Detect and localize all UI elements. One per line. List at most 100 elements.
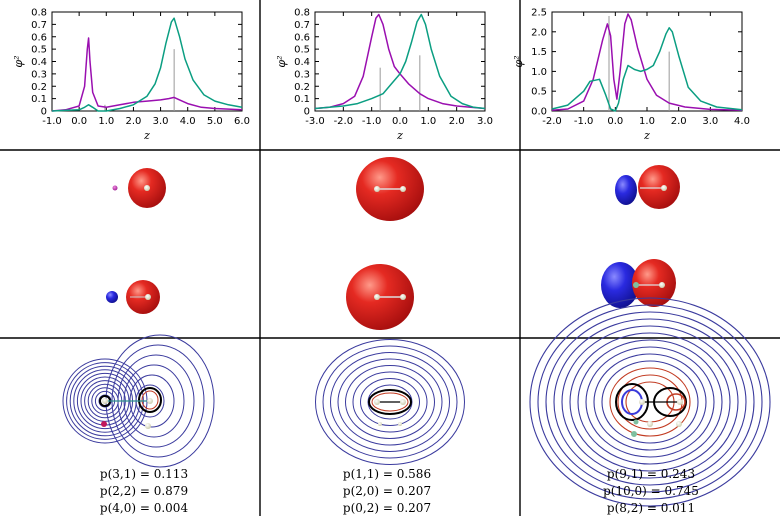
x-tick-label: 1.0 bbox=[420, 116, 436, 127]
contour-plot-3 bbox=[529, 297, 771, 507]
x-tick-label: 3.0 bbox=[153, 116, 169, 127]
y-axis-label: φ² bbox=[275, 55, 288, 67]
isosurface-top bbox=[112, 168, 166, 208]
y-tick-label: 0.8 bbox=[294, 8, 310, 19]
y-tick-label: 0.5 bbox=[531, 87, 547, 98]
contour-line bbox=[585, 346, 715, 458]
series-line-purple bbox=[51, 37, 243, 112]
x-tick-label: 3.0 bbox=[477, 116, 493, 127]
contour-line bbox=[345, 365, 435, 439]
x-tick-label: 0.0 bbox=[71, 116, 87, 127]
caption-line: p(4,0) = 0.004 bbox=[100, 501, 189, 515]
chart-panel-3: -2.0 -1.0 0.0 1.0 2.0 3.0 4.0 0.0 0.5 1.0 1.5 2.0 2.… bbox=[512, 8, 750, 143]
contour-line bbox=[138, 387, 162, 413]
x-tick-label: 0.0 bbox=[392, 116, 408, 127]
contour-line bbox=[593, 353, 707, 451]
caption-line: p(1,1) = 0.586 bbox=[343, 467, 431, 481]
x-tick-label: 2.0 bbox=[125, 116, 141, 127]
series-line-purple bbox=[551, 13, 743, 111]
x-tick-label: -3.0 bbox=[305, 116, 325, 127]
atom bbox=[378, 422, 382, 426]
contour-plot-2 bbox=[315, 339, 465, 465]
x-tick-label: 4.0 bbox=[734, 116, 750, 127]
y-axis-label: φ² bbox=[512, 55, 525, 67]
caption-line: p(0,2) = 0.207 bbox=[343, 501, 431, 515]
contour-line bbox=[371, 392, 409, 412]
isosurface-top bbox=[356, 157, 424, 221]
caption-line: p(2,2) = 0.879 bbox=[100, 484, 188, 498]
isosurface-panel-1 bbox=[106, 168, 166, 314]
x-tick-label: 1.0 bbox=[639, 116, 655, 127]
y-tick-label: 0.5 bbox=[294, 45, 310, 56]
y-axis-label: φ² bbox=[12, 55, 25, 67]
x-tick-label: -2.0 bbox=[542, 116, 562, 127]
atom bbox=[145, 423, 151, 429]
contour-line bbox=[561, 325, 739, 479]
contour-line bbox=[577, 339, 723, 465]
contour-line bbox=[529, 297, 771, 507]
y-tick-label: 2.5 bbox=[531, 8, 547, 19]
x-tick-label: -1.0 bbox=[42, 116, 62, 127]
atom bbox=[101, 421, 107, 427]
caption-line: p(3,1) = 0.113 bbox=[100, 467, 188, 481]
y-tick-label: 0.6 bbox=[31, 32, 47, 43]
y-tick-label: 0.1 bbox=[31, 94, 47, 105]
atom bbox=[647, 421, 653, 427]
series-line-green bbox=[314, 13, 486, 110]
contour-line bbox=[360, 378, 420, 426]
isosurface-panel-3 bbox=[601, 165, 680, 308]
y-tick-label: 0.2 bbox=[294, 82, 310, 93]
contour-line bbox=[368, 389, 412, 415]
y-tick-label: 0.5 bbox=[31, 45, 47, 56]
isosurface-bottom bbox=[601, 259, 676, 308]
contour-line bbox=[352, 371, 428, 433]
contour-plot-1 bbox=[62, 334, 215, 468]
x-tick-label: 4.0 bbox=[180, 116, 196, 127]
atom bbox=[102, 398, 108, 404]
contour-line bbox=[330, 352, 450, 452]
contour-line bbox=[569, 332, 731, 472]
x-tick-label: 2.0 bbox=[449, 116, 465, 127]
x-tick-label: -1.0 bbox=[574, 116, 594, 127]
x-tick-label: -2.0 bbox=[334, 116, 354, 127]
contour-line bbox=[545, 311, 755, 493]
y-tick-label: 0.2 bbox=[31, 82, 47, 93]
x-axis-label: z bbox=[143, 129, 150, 142]
y-tick-label: 0 bbox=[41, 107, 47, 118]
caption-line: p(9,1) = 0.243 bbox=[607, 467, 695, 481]
x-tick-label: 5.0 bbox=[207, 116, 223, 127]
caption-group-1: p(3,1) = 0.113 p(2,2) = 0.879 p(4,0) = 0… bbox=[100, 467, 189, 515]
y-tick-label: 0.6 bbox=[294, 32, 310, 43]
y-tick-label: 0.3 bbox=[31, 69, 47, 80]
x-tick-label: 0.0 bbox=[607, 116, 623, 127]
chart-panel-1: -1.0 0.0 1.0 2.0 3.0 4.0 5.0 6.000.10.20.30.40.… bbox=[12, 8, 250, 143]
x-axis-label: z bbox=[643, 129, 650, 142]
isosurface-bottom bbox=[106, 280, 160, 314]
contour-line bbox=[601, 360, 699, 444]
series-line-green bbox=[51, 17, 243, 112]
chart-panel-2: -3.0 -2.0 -1.0 0.0 1.0 2.0 3.0 0 0.10.2 0.30.40.5… bbox=[275, 8, 493, 143]
contour-line bbox=[315, 339, 465, 465]
y-tick-label: 1.5 bbox=[531, 47, 547, 58]
isosurface-panel-2 bbox=[346, 157, 424, 330]
atom bbox=[398, 422, 402, 426]
contour-line bbox=[553, 318, 747, 486]
x-axis-label: z bbox=[396, 129, 403, 142]
atom bbox=[147, 398, 153, 404]
atom bbox=[639, 399, 645, 405]
atom bbox=[631, 431, 637, 437]
contour-line bbox=[337, 358, 443, 446]
y-tick-label: 0.8 bbox=[31, 8, 47, 19]
y-tick-label: 2.0 bbox=[531, 27, 547, 38]
series-line-green bbox=[551, 27, 743, 112]
x-tick-label: 2.0 bbox=[671, 116, 687, 127]
contour-line bbox=[322, 345, 458, 459]
atom bbox=[633, 419, 639, 425]
y-tick-label: 0.7 bbox=[31, 20, 47, 31]
atom bbox=[374, 399, 380, 405]
plot-frame bbox=[551, 11, 743, 112]
contour-line bbox=[609, 367, 691, 437]
y-tick-label: 0 bbox=[304, 107, 310, 118]
